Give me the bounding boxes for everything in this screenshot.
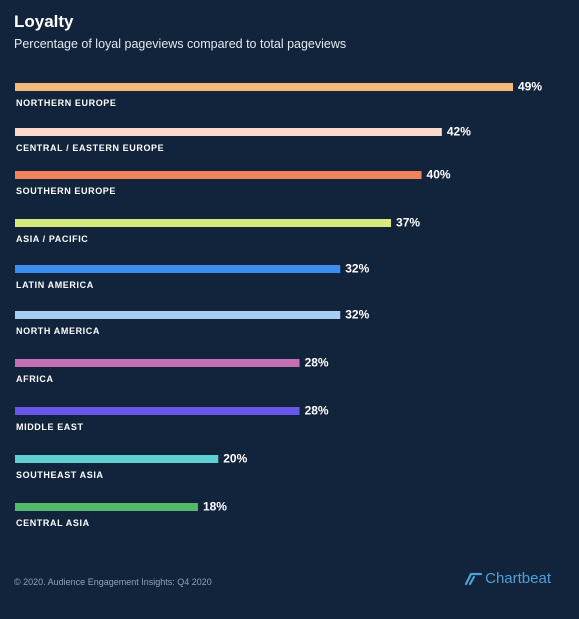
bar-value-label: 18%	[203, 500, 227, 514]
chartbeat-logo-icon	[465, 572, 483, 585]
bar-value-label: 32%	[345, 262, 369, 276]
bar-southern-europe	[15, 171, 422, 179]
copyright-text: © 2020. Audience Engagement Insights: Q4…	[14, 577, 212, 587]
bar-northern-europe	[15, 83, 513, 91]
chartbeat-logo: Chartbeat	[464, 570, 551, 587]
category-label: LATIN AMERICA	[16, 280, 94, 290]
bar-africa	[15, 359, 300, 367]
bar-value-label: 32%	[345, 308, 369, 322]
bar-asia-pacific	[15, 219, 392, 227]
bar-central-asia	[15, 503, 198, 511]
category-label: ASIA / PACIFIC	[16, 234, 88, 244]
bar-latin-america	[15, 265, 341, 273]
bar-central-eastern-europe	[15, 128, 442, 136]
bar-value-label: 42%	[447, 125, 471, 139]
bar-north-america	[15, 311, 341, 319]
bar-value-label: 37%	[396, 216, 420, 230]
category-label: NORTHERN EUROPE	[16, 98, 117, 108]
bar-value-label: 28%	[305, 356, 329, 370]
chart-subtitle: Percentage of loyal pageviews compared t…	[14, 37, 347, 51]
category-label: AFRICA	[16, 374, 54, 384]
category-label: CENTRAL ASIA	[16, 518, 90, 528]
category-label: SOUTHERN EUROPE	[16, 186, 116, 196]
bar-value-label: 20%	[223, 452, 247, 466]
bar-value-label: 28%	[305, 404, 329, 418]
bar-southeast-asia	[15, 455, 219, 463]
brand-name: Chartbeat	[485, 570, 551, 587]
bar-middle-east	[15, 407, 300, 415]
category-label: MIDDLE EAST	[16, 422, 84, 432]
category-label: NORTH AMERICA	[16, 326, 100, 336]
category-label: CENTRAL / EASTERN EUROPE	[16, 143, 164, 153]
bar-value-label: 49%	[518, 80, 542, 94]
bar-chart: 49% NORTHERN EUROPE 42% CENTRAL / EASTERN E…	[15, 80, 542, 528]
chart-title: Loyalty	[14, 12, 74, 31]
bar-value-label: 40%	[427, 168, 451, 182]
category-label: SOUTHEAST ASIA	[16, 470, 104, 480]
